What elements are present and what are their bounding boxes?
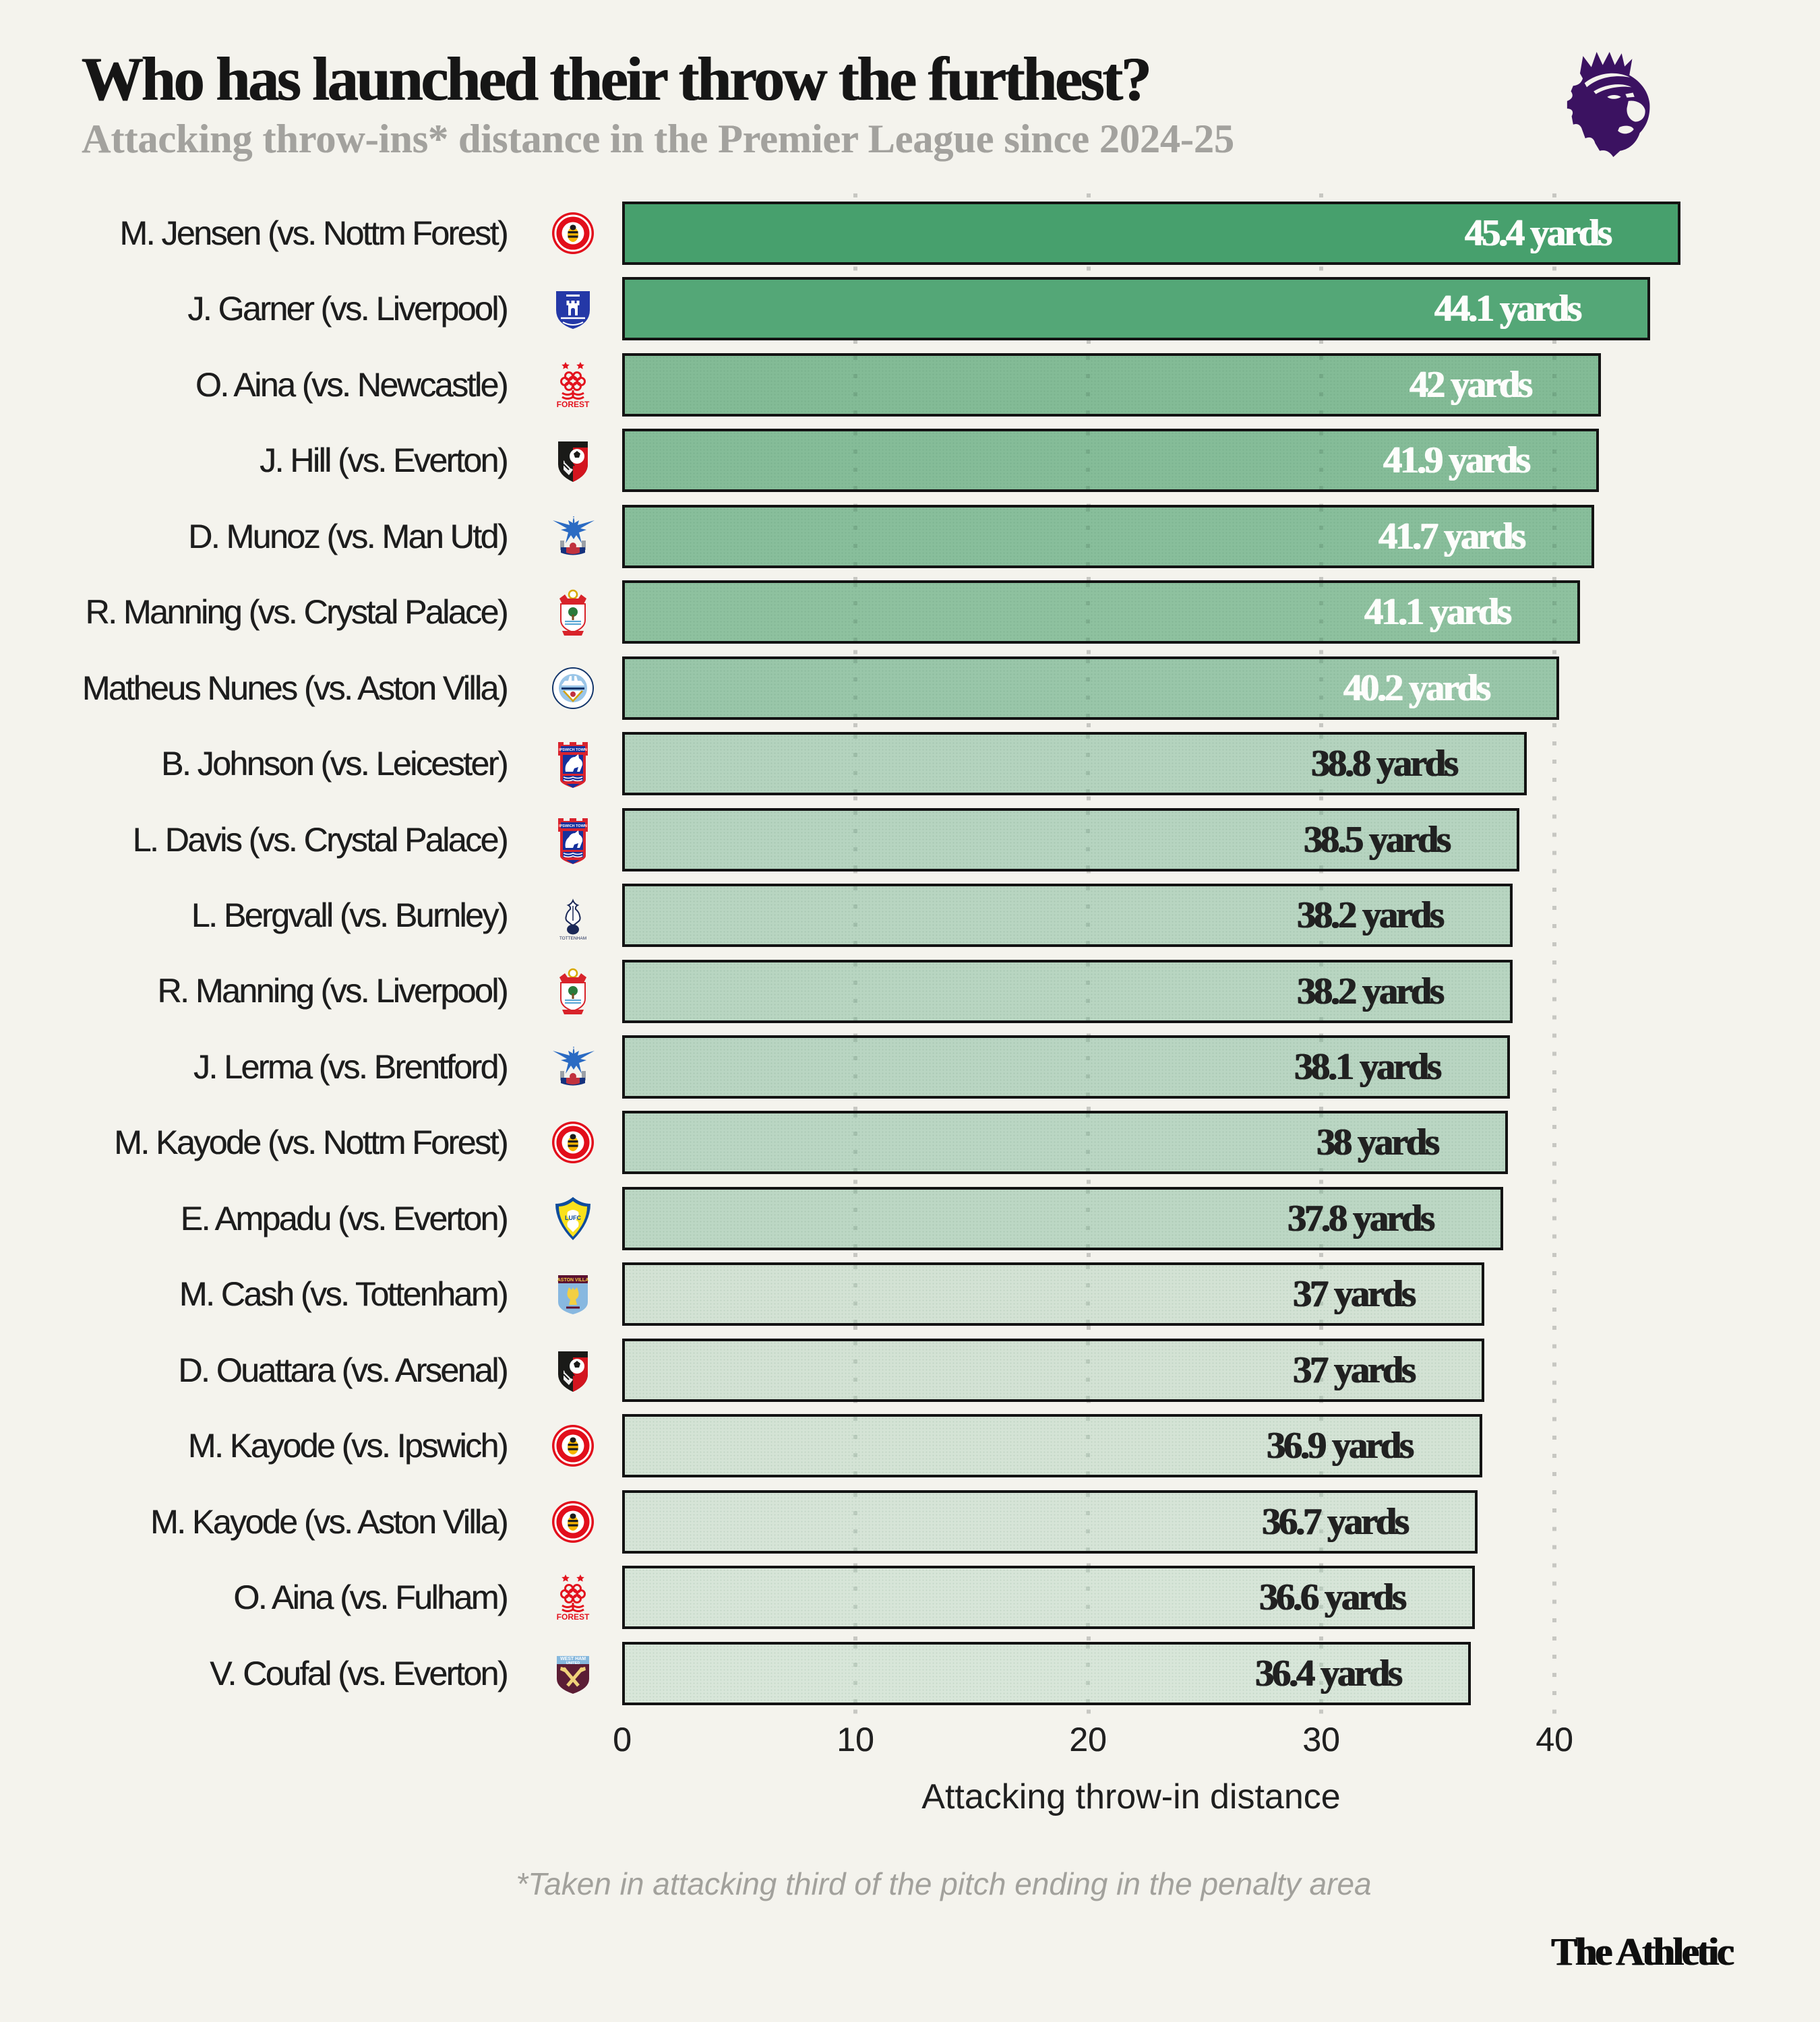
svg-text:FOREST: FOREST	[557, 1612, 590, 1622]
svg-text:IPSWICH TOWN: IPSWICH TOWN	[559, 824, 587, 828]
svg-text:UNITED: UNITED	[566, 1661, 580, 1665]
svg-text:ASTON VILLA: ASTON VILLA	[557, 1278, 589, 1283]
svg-text:WEST HAM: WEST HAM	[560, 1657, 586, 1661]
svg-text:LUFC: LUFC	[565, 1215, 581, 1221]
svg-text:IPSWICH TOWN: IPSWICH TOWN	[559, 748, 587, 752]
svg-text:FOREST: FOREST	[557, 400, 590, 409]
svg-text:TOTTENHAM: TOTTENHAM	[559, 936, 586, 941]
